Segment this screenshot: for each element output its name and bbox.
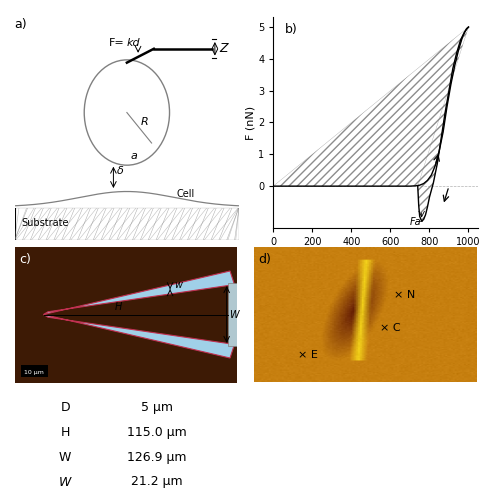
Text: 115.0 μm: 115.0 μm — [127, 426, 187, 439]
Text: × N: × N — [394, 290, 415, 300]
Text: Fa: Fa — [410, 217, 422, 227]
Text: kd: kd — [127, 38, 141, 48]
Text: 126.9 μm: 126.9 μm — [127, 451, 186, 464]
Text: D: D — [61, 401, 70, 414]
Text: 5 μm: 5 μm — [141, 401, 173, 414]
Text: 10 μm: 10 μm — [23, 370, 43, 376]
Y-axis label: F (nN): F (nN) — [245, 106, 255, 140]
Text: Substrate: Substrate — [21, 218, 69, 228]
Text: H: H — [61, 426, 70, 439]
Text: w: w — [175, 280, 183, 290]
Polygon shape — [43, 271, 234, 314]
Polygon shape — [43, 314, 234, 358]
Text: W: W — [59, 451, 71, 464]
Text: W: W — [229, 310, 239, 320]
Text: a): a) — [15, 18, 27, 32]
Text: c): c) — [19, 254, 31, 266]
Bar — [228, 283, 237, 346]
Text: × E: × E — [298, 350, 318, 360]
Text: a: a — [130, 151, 137, 161]
Text: R: R — [141, 117, 148, 127]
Text: Cell: Cell — [176, 189, 195, 199]
Text: H: H — [115, 302, 122, 312]
Text: 21.2 μm: 21.2 μm — [131, 476, 183, 488]
Text: × C: × C — [380, 323, 401, 333]
Text: d): d) — [258, 254, 271, 266]
Text: δ: δ — [117, 166, 123, 176]
Bar — [15, 206, 239, 240]
Text: b): b) — [285, 24, 298, 36]
Text: Z: Z — [219, 42, 227, 56]
Bar — [21, 365, 48, 377]
X-axis label: Z (nm): Z (nm) — [357, 250, 395, 260]
Text: W: W — [59, 476, 71, 488]
Text: F=: F= — [109, 38, 124, 48]
